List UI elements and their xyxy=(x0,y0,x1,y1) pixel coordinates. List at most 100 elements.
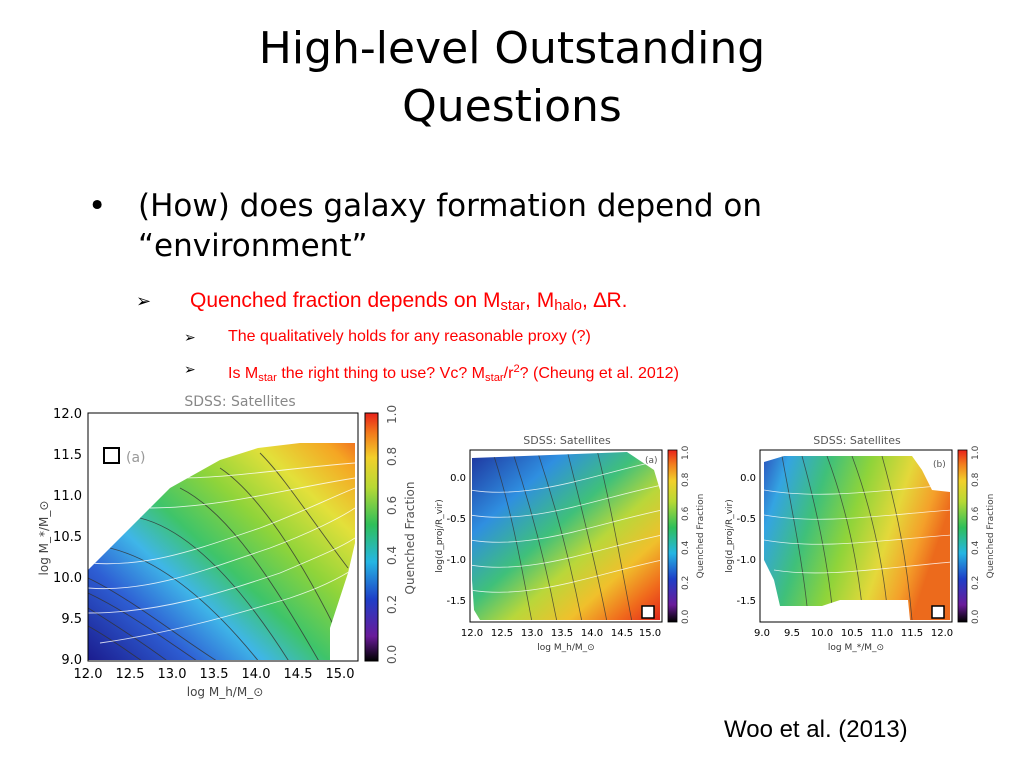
plot2-colorbar-label: Quenched Fraction xyxy=(696,494,706,579)
arrow-bullet-icon: ➢ xyxy=(184,361,196,377)
bullet4-sup: 2 xyxy=(513,363,520,375)
plot2-title: SDSS: Satellites xyxy=(523,434,611,447)
plot1-ylabel: log M_*/M_⊙ xyxy=(37,501,51,576)
plot1-xtick: 15.0 xyxy=(326,667,355,682)
bullet4-p4: ? (Cheung et al. 2012) xyxy=(519,365,679,382)
plot2-yticks: 0.0 -0.5 -1.0 -1.5 xyxy=(446,473,466,607)
plot1-ytick: 10.5 xyxy=(53,530,82,545)
plot1-xtick: 12.0 xyxy=(74,667,103,682)
bullet4-s1: star xyxy=(258,372,277,384)
plot3-colorbar xyxy=(957,449,968,623)
plot1-xtick: 12.5 xyxy=(116,667,145,682)
plot3-axes-frame xyxy=(759,449,953,623)
bullet2-suffix: R. xyxy=(606,289,628,312)
plot3-cbar-tick: 1.0 xyxy=(971,445,981,460)
arrow-bullet-icon: ➢ xyxy=(184,329,196,345)
plot2-cbar-tick: 0.0 xyxy=(681,609,691,624)
plot3-cbar-tick: 0.2 xyxy=(971,576,981,590)
plot3-cbar-tick: 0.4 xyxy=(971,540,981,555)
plot1-ytick: 12.0 xyxy=(53,407,82,422)
plot2-colorbar-ticks: 0.0 0.2 0.4 0.6 0.8 1.0 xyxy=(681,445,691,624)
plot3-xticks: 9.0 9.5 10.0 10.5 11.0 11.5 12.0 xyxy=(754,628,953,639)
bullet2-prefix: Quenched fraction depends on M xyxy=(190,289,501,312)
plot3-xtick: 10.0 xyxy=(811,628,833,639)
plot1-ytick: 11.0 xyxy=(53,489,82,504)
bullet2-sub-halo: halo xyxy=(554,298,582,314)
plot2-panel-label: (a) xyxy=(645,456,658,466)
plot1-cbar-tick: 0.2 xyxy=(385,595,399,614)
plot2-ytick: -1.5 xyxy=(446,596,466,607)
plot2-cbar-tick: 1.0 xyxy=(681,445,691,460)
plot1-xtick: 13.5 xyxy=(200,667,229,682)
plot1-ytick: 9.5 xyxy=(61,612,82,627)
plot1-colorbar-label: Quenched Fraction xyxy=(403,482,417,595)
plot3-ytick: -1.0 xyxy=(736,555,756,566)
bullet2-sub-star: star xyxy=(500,298,526,314)
plot2-square-marker-icon xyxy=(641,605,655,619)
plot3-heatmap xyxy=(764,456,950,620)
plot3-xlabel: log M_*/M_⊙ xyxy=(828,643,884,653)
plot2-xtick: 15.0 xyxy=(639,628,661,639)
plot3-ylabel: log(d_proj/R_vir) xyxy=(725,499,735,573)
plot1-cbar-tick: 0.6 xyxy=(385,496,399,515)
plot2-xtick: 12.5 xyxy=(491,628,513,639)
plot1-panel-label: (a) xyxy=(126,450,146,466)
plot1-xlabel: log M_h/M_⊙ xyxy=(187,685,264,699)
plot3-xtick: 11.0 xyxy=(871,628,893,639)
plot2-cbar-tick: 0.8 xyxy=(681,472,691,487)
plot2-xtick: 13.5 xyxy=(551,628,573,639)
plot1-cbar-tick: 1.0 xyxy=(385,405,399,424)
slide-title: High-level Outstanding Questions xyxy=(0,20,1024,136)
bullet1-line1: (How) does galaxy formation depend on xyxy=(138,188,763,224)
bullet2-mid2: , xyxy=(581,289,594,312)
plot3-panel-label: (b) xyxy=(933,460,946,470)
quenched-fraction-plot-mh-dproj: SDSS: Satellites (a) 0.0 -0.5 -1.0 -1.5 … xyxy=(435,434,706,653)
plot2-axes-frame xyxy=(469,449,663,623)
plot3-xtick: 10.5 xyxy=(841,628,863,639)
quenched-fraction-plot-mh-mstar: SDSS: Satellites (a) 12.0 11.5 1 xyxy=(37,394,417,699)
quenched-fraction-plot-mstar-dproj: SDSS: Satellites (b) 0.0 -0.5 -1.0 -1.5 … xyxy=(725,434,996,653)
plot3-colorbar-label: Quenched Fraction xyxy=(986,494,996,579)
plot1-axes-frame xyxy=(87,412,359,662)
plot3-xtick: 12.0 xyxy=(931,628,953,639)
bullet3-text: The qualitatively holds for any reasonab… xyxy=(228,328,591,345)
plot3-cbar-tick: 0.6 xyxy=(971,506,981,521)
plot3-xtick: 9.5 xyxy=(784,628,800,639)
slide-title-line1: High-level Outstanding xyxy=(258,23,766,74)
plot2-ytick: 0.0 xyxy=(450,473,466,484)
plot3-colorbar-ticks: 0.0 0.2 0.4 0.6 0.8 1.0 xyxy=(971,445,981,624)
plot3-yticks: 0.0 -0.5 -1.0 -1.5 xyxy=(736,473,756,607)
plot3-title: SDSS: Satellites xyxy=(813,434,901,447)
plot1-xtick: 13.0 xyxy=(158,667,187,682)
arrow-bullet-icon: ➢ xyxy=(136,291,152,311)
plot1-xtick: 14.5 xyxy=(284,667,313,682)
plot1-cbar-tick: 0.0 xyxy=(385,645,399,664)
plot1-yticks: 12.0 11.5 11.0 10.5 10.0 9.5 9.0 xyxy=(53,407,82,668)
plot2-xtick: 13.0 xyxy=(521,628,543,639)
plot3-xtick: 11.5 xyxy=(901,628,923,639)
bullet2-mid1: , M xyxy=(525,289,555,312)
bullet4-s2: star xyxy=(485,372,504,384)
plot3-cbar-tick: 0.0 xyxy=(971,609,981,624)
plot1-ytick: 10.0 xyxy=(53,571,82,586)
plot3-xtick: 9.0 xyxy=(754,628,770,639)
plot1-colorbar-ticks: 0.0 0.2 0.4 0.6 0.8 1.0 xyxy=(385,405,399,664)
plot1-title: SDSS: Satellites xyxy=(184,394,295,410)
plot2-cbar-tick: 0.6 xyxy=(681,506,691,521)
plot1-ytick: 11.5 xyxy=(53,448,82,463)
plot3-ytick: -0.5 xyxy=(736,514,756,525)
plot2-xtick: 14.5 xyxy=(611,628,633,639)
plot2-cbar-tick: 0.2 xyxy=(681,576,691,590)
plot1-ytick: 9.0 xyxy=(61,653,82,668)
plot2-heatmap xyxy=(472,452,660,620)
bullet4-p3: /r xyxy=(503,365,514,382)
plot2-ylabel: log(d_proj/R_vir) xyxy=(435,499,445,573)
plot3-ytick: 0.0 xyxy=(740,473,756,484)
plot1-cbar-tick: 0.4 xyxy=(385,546,399,565)
plot1-colorbar xyxy=(364,412,379,662)
plot2-xtick: 14.0 xyxy=(581,628,603,639)
plot3-cbar-tick: 0.8 xyxy=(971,472,981,487)
plot2-xlabel: log M_h/M_⊙ xyxy=(537,643,594,653)
plot2-xtick: 12.0 xyxy=(461,628,483,639)
plot1-xtick: 14.0 xyxy=(242,667,271,682)
